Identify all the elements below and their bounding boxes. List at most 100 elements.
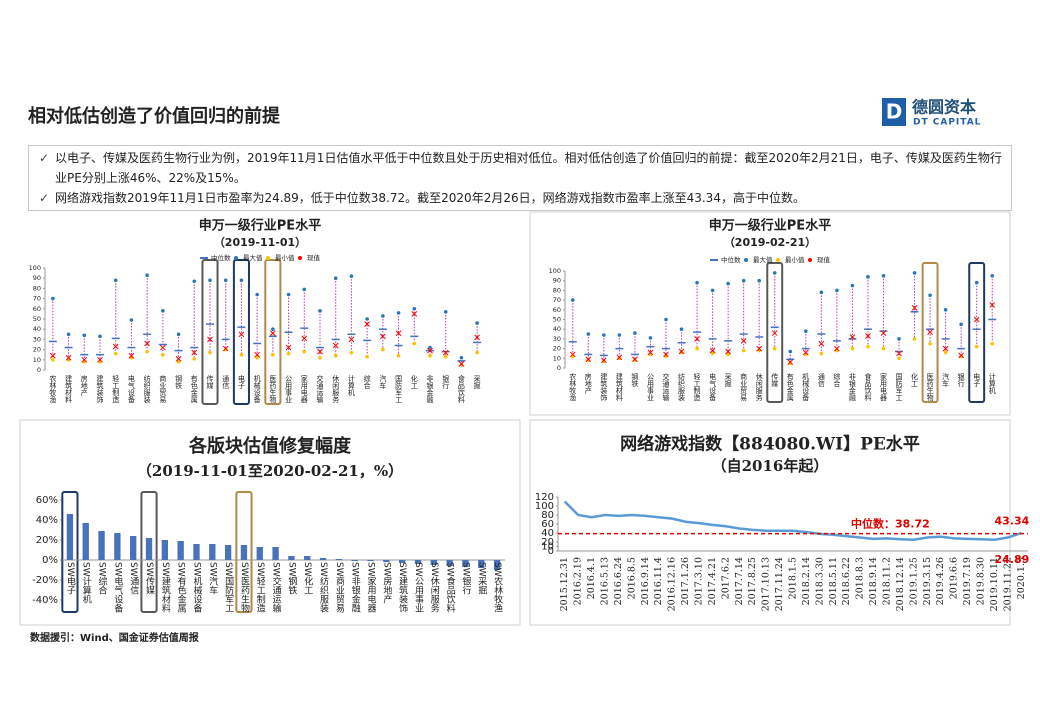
x-tick-label: 纺织服装 <box>678 372 686 402</box>
current-mark <box>725 348 731 355</box>
x-tick-label: 2016.8.5 <box>626 557 637 599</box>
legend-label: 最大值 <box>753 255 773 264</box>
value-dot <box>943 308 948 312</box>
source-note: 数据援引：Wind、国金证券估值周报 <box>30 631 199 644</box>
value-dot <box>443 310 448 314</box>
bar <box>383 560 390 562</box>
x-tick-label: 电子 <box>973 372 981 387</box>
y-tick-label: 0 <box>557 364 561 372</box>
current-mark <box>880 330 887 336</box>
x-tick-label: 2018.11.2 <box>882 557 893 605</box>
x-tick-label: 传媒 <box>771 372 779 388</box>
x-tick-label: 建筑材料 <box>65 374 73 404</box>
current-mark <box>849 334 856 340</box>
value-dot <box>772 346 777 351</box>
bullet: ✓ 以电子、传媒及医药生物行业为例，2019年11月1日估值水平低于中位数且处于历… <box>39 151 1002 185</box>
x-tick-label: 家用电器 <box>300 374 308 404</box>
value-dot <box>959 322 963 327</box>
current-value: 43.34 <box>994 514 1029 527</box>
value-dot <box>928 293 932 298</box>
value-dot <box>381 314 385 318</box>
value-dot <box>161 309 165 313</box>
y-tick-label: 20% <box>36 535 58 546</box>
chart-subtitle: （自2016年起） <box>712 457 829 475</box>
x-tick-label: 综合 <box>833 372 841 388</box>
x-tick-label: SW休闲服务 <box>429 562 440 614</box>
y-tick-label: 60 <box>541 519 554 530</box>
value-dot <box>726 352 730 357</box>
value-dot <box>617 333 622 337</box>
current-mark <box>865 333 871 339</box>
x-tick-label: SW机械设备 <box>191 562 202 613</box>
x-tick-label: 2016.12.16 <box>667 557 678 611</box>
x-tick-label: 商业贸易 <box>159 374 167 404</box>
highlight-box <box>140 491 158 613</box>
current-mark <box>222 345 229 352</box>
current-mark <box>818 340 825 347</box>
bar <box>130 536 137 560</box>
x-tick-label: 食品饮料 <box>457 374 465 404</box>
y-tick-label: 50 <box>33 315 41 323</box>
x-tick-label: SW采掘 <box>476 562 487 596</box>
x-tick-label: 计算机 <box>988 372 996 395</box>
bar <box>240 545 248 560</box>
panel-border <box>19 419 521 626</box>
x-tick-label: SW电子 <box>65 562 76 595</box>
value-dot <box>255 292 259 297</box>
value-dot <box>365 354 369 359</box>
x-tick-label: 医药生物 <box>926 373 934 402</box>
value-dot <box>129 318 134 322</box>
current-mark <box>709 347 716 354</box>
value-dot <box>912 271 917 275</box>
current-mark <box>395 330 402 337</box>
value-dot <box>286 351 291 356</box>
current-mark <box>958 352 965 359</box>
bar <box>414 560 422 564</box>
value-dot <box>695 346 699 351</box>
x-tick-label: 机械设备 <box>253 374 261 404</box>
bar <box>114 533 121 560</box>
current-mark <box>569 351 576 358</box>
logo-icon <box>882 98 906 126</box>
x-tick-label: 非银金融 <box>426 374 434 404</box>
x-tick-label: 有色金属 <box>190 374 198 404</box>
x-tick-label: SW通信 <box>128 562 139 596</box>
median-label: 中位数： <box>851 517 895 531</box>
value-dot <box>835 288 839 293</box>
logo-en: DT CAPITAL <box>913 118 981 128</box>
x-tick-label: SW交通运输 <box>271 562 282 614</box>
value-dot <box>459 363 464 367</box>
current-mark <box>238 331 245 338</box>
x-tick-label: SW汽车 <box>207 562 218 596</box>
current-mark <box>911 305 918 311</box>
value-dot <box>302 287 307 292</box>
x-tick-label: 通信 <box>817 372 825 388</box>
x-tick-label: 采掘 <box>724 372 732 388</box>
x-tick-label: SW有色金属 <box>176 562 187 614</box>
value-dot <box>617 356 622 361</box>
bar <box>66 514 74 560</box>
current-mark <box>585 356 592 363</box>
bar <box>462 560 469 567</box>
current-mark <box>160 344 166 351</box>
current-mark <box>694 336 700 342</box>
value-dot <box>98 334 102 339</box>
value-dot <box>741 348 746 353</box>
x-tick-label: SW综合 <box>97 562 108 596</box>
bar <box>272 547 279 560</box>
y-tick-label: 40% <box>36 515 58 526</box>
current-mark <box>207 336 213 343</box>
y-tick-label: 60 <box>33 305 41 313</box>
current-mark <box>50 352 56 359</box>
current-mark <box>301 335 308 342</box>
x-tick-label: 2018.6.22 <box>841 557 852 605</box>
x-tick-label: 建筑装饰 <box>96 374 104 404</box>
bar <box>224 545 232 560</box>
logo-cn: 德圆资本 <box>912 98 976 117</box>
x-tick-label: 计算机 <box>347 374 355 397</box>
value-dot <box>788 361 793 365</box>
legend-marker <box>808 258 812 262</box>
bullet-box: ✓ 以电子、传媒及医药生物行业为例，2019年11月1日估值水平低于中位数且处于历… <box>28 145 1012 211</box>
x-tick-label: 公用事业 <box>646 373 654 401</box>
x-tick-label: 医药生物 <box>269 375 277 404</box>
